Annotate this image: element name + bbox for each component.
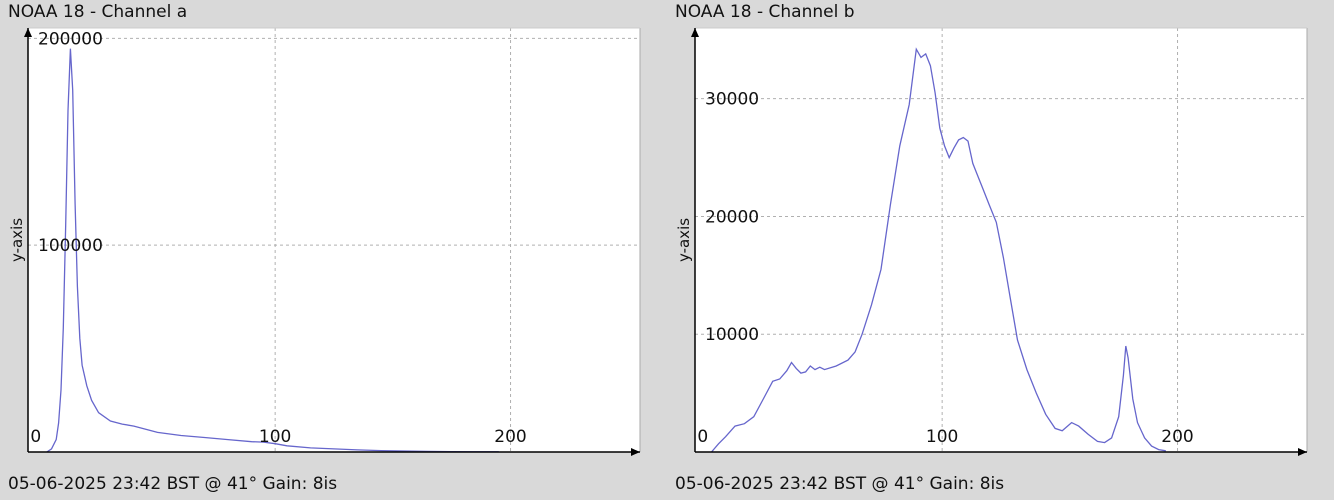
y-tick-label: 20000: [705, 207, 759, 227]
chart-panel-channel-a: 0 100 200 100000 200000 y-axis NOAA 18 - Chan…: [8, 2, 641, 494]
chart-title-channel-a: NOAA 18 - Channel a: [8, 2, 188, 22]
y-tick-label: 10000: [705, 325, 759, 345]
x-tick-label: 0: [30, 427, 41, 447]
series-line: [46, 48, 499, 453]
chart-title-channel-b: NOAA 18 - Channel b: [675, 2, 855, 22]
y-axis-arrow: [24, 28, 32, 37]
chart-panel-channel-b: 0 100 200 10000 20000 30000 y-axis NOAA 18 - C…: [667, 0, 1334, 500]
plot-background: [28, 28, 640, 452]
x-tick-label: 100: [926, 427, 958, 447]
footer-status-channel-a: 05-06-2025 23:42 BST @ 41° Gain: 8is: [8, 474, 338, 494]
footer-status-channel-b: 05-06-2025 23:42 BST @ 41° Gain: 8is: [675, 474, 1005, 494]
plot-background: [695, 28, 1307, 452]
x-tick-label: 200: [494, 427, 526, 447]
y-tick-label: 200000: [38, 29, 103, 49]
x-tick-label: 100: [259, 427, 291, 447]
y-axis-label: y-axis: [675, 218, 693, 262]
y-axis-label: y-axis: [8, 218, 26, 262]
x-axis-arrow: [631, 448, 640, 456]
x-tick-label: 0: [697, 427, 708, 447]
y-tick-label: 100000: [38, 236, 103, 256]
x-tick-label: 200: [1161, 427, 1193, 447]
plot-area-channel-a: 0 100 200 100000 200000 y-axis: [8, 27, 641, 456]
series-line: [711, 47, 1166, 453]
x-axis-arrow: [1298, 448, 1307, 456]
plot-area-channel-b: 0 100 200 10000 20000 30000 y-axis: [675, 27, 1308, 456]
y-tick-label: 30000: [705, 90, 759, 110]
y-axis-arrow: [691, 28, 699, 37]
